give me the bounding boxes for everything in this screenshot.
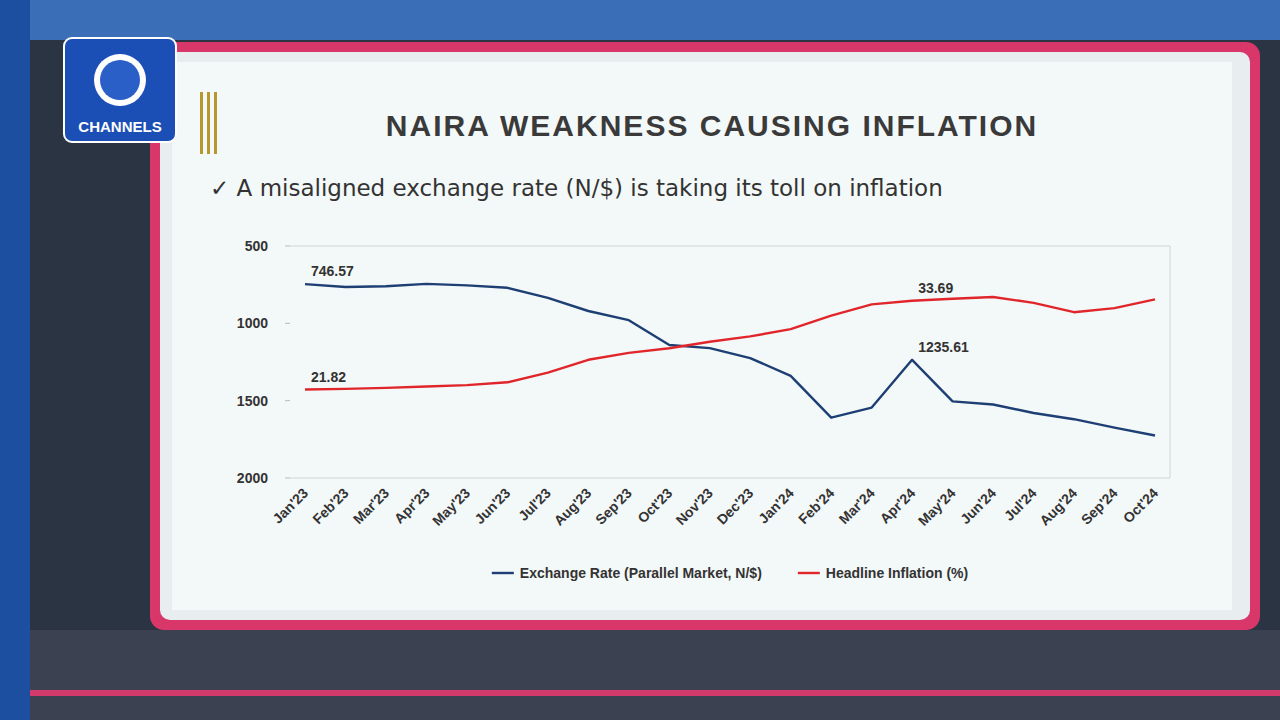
title-deco [200, 92, 203, 154]
x-tick-label: Jun'23 [471, 485, 513, 527]
x-tick-label: Feb'24 [795, 485, 837, 527]
x-tick-label: Nov'23 [672, 485, 716, 529]
y-tick [285, 478, 290, 479]
annotation: 21.82 [311, 369, 346, 385]
chart-panel [172, 62, 1232, 610]
x-tick-label: Jan'24 [755, 485, 797, 527]
x-axis-line [290, 478, 1170, 479]
annotation-bg [917, 280, 954, 296]
y-tick-label: 1000 [237, 315, 268, 331]
x-tick-label: Aug'23 [551, 485, 595, 529]
series-line [305, 297, 1155, 390]
annotation-bg [310, 263, 355, 279]
legend-label: Exchange Rate (Parallel Market, N/$) [520, 565, 762, 581]
subtitle: ✓ A misaligned exchange rate (N/$) is ta… [210, 175, 943, 201]
y-tick [285, 323, 290, 324]
series-line [305, 284, 1155, 436]
x-tick-label: Oct'24 [1120, 485, 1161, 526]
x-tick-label: Apr'23 [391, 485, 433, 527]
legend: Exchange Rate (Parallel Market, N/$) Head… [492, 565, 968, 581]
screen-border [150, 42, 1260, 630]
x-tick-label: Dec'23 [714, 485, 757, 528]
y2-axis-line [1170, 246, 1171, 478]
studio-top [0, 0, 1280, 40]
y-tick [285, 246, 290, 247]
x-tick-label: Oct'23 [634, 485, 675, 526]
background [0, 0, 1280, 720]
logo: CHANNELS [64, 38, 176, 142]
annotation: 1235.61 [918, 339, 969, 355]
studio-strip [0, 690, 1280, 696]
x-tick-label: Apr'24 [877, 485, 919, 527]
x-tick-label: Mar'23 [350, 485, 392, 527]
logo-globe [94, 54, 146, 106]
y-tick-label: 2000 [237, 470, 268, 486]
x-tick-label: Aug'24 [1036, 485, 1080, 529]
y-tick [285, 400, 290, 401]
annotation-bg [917, 339, 970, 355]
title-deco [214, 92, 217, 154]
title: NAIRA WEAKNESS CAUSING INFLATION [386, 109, 1038, 142]
x-tick-label: Jul'23 [515, 485, 554, 524]
y-tick-label: 1500 [237, 393, 268, 409]
logo-box [64, 38, 176, 142]
annotation: 33.69 [918, 280, 953, 296]
legend-swatch [798, 572, 820, 574]
annotation-bg [310, 369, 347, 385]
x-tick-label: May'24 [915, 485, 959, 529]
logo-globe-inner [100, 60, 140, 100]
plot-area [305, 284, 1155, 436]
studio-desk [0, 630, 1280, 720]
x-tick-label: Mar'24 [835, 485, 877, 527]
x-tick-label: May'23 [429, 485, 473, 529]
annotation: 746.57 [311, 263, 354, 279]
title-deco [207, 92, 210, 154]
plot-top-line [290, 246, 1170, 247]
screen-frame [160, 52, 1250, 620]
legend-label: Headline Inflation (%) [826, 565, 968, 581]
x-tick-label: Jan'23 [269, 485, 311, 527]
legend-swatch [492, 572, 514, 574]
x-tick-label: Sep'23 [592, 485, 635, 528]
x-tick-label: Jun'24 [957, 485, 999, 527]
studio-left [0, 0, 30, 720]
x-tick-label: Feb'23 [309, 485, 351, 527]
y-tick-label: 500 [245, 238, 269, 254]
x-tick-label: Jul'24 [1001, 485, 1040, 524]
logo-text: CHANNELS [78, 118, 161, 135]
x-tick-label: Sep'24 [1078, 485, 1121, 528]
page: CHANNELS NAIRA WEAKNESS CAUSING INFLATION… [0, 0, 1280, 720]
